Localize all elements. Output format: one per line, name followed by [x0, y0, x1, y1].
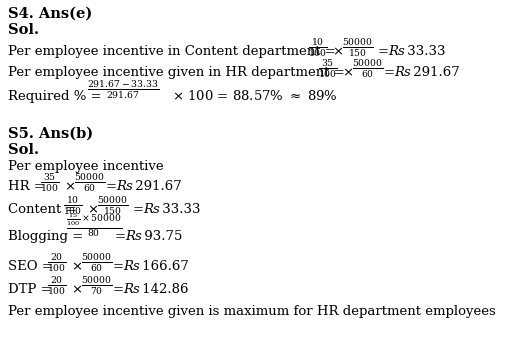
Text: $\mathregular{\frac{10}{100}}$: $\mathregular{\frac{10}{100}}$ [308, 37, 328, 60]
Text: $\times$: $\times$ [71, 283, 82, 296]
Text: 93.75: 93.75 [140, 230, 182, 243]
Text: 33.33: 33.33 [403, 45, 445, 58]
Text: Rs: Rs [143, 203, 160, 216]
Text: $\times$: $\times$ [64, 180, 75, 193]
Text: Per employee incentive given is maximum for HR department employees: Per employee incentive given is maximum … [8, 305, 496, 318]
Text: S4. Ans(e): S4. Ans(e) [8, 7, 92, 21]
Text: SEO =: SEO = [8, 260, 53, 273]
Text: Content =: Content = [8, 203, 76, 216]
Text: $\times$: $\times$ [342, 66, 353, 79]
Text: $\mathregular{\frac{50000}{150}}$: $\mathregular{\frac{50000}{150}}$ [342, 37, 374, 60]
Text: =: = [106, 180, 121, 193]
Text: =: = [115, 230, 130, 243]
Text: $\mathregular{\frac{50000}{150}}$: $\mathregular{\frac{50000}{150}}$ [97, 195, 128, 217]
Text: $\mathregular{\frac{\frac{15}{100}\times50000}{80}}$: $\mathregular{\frac{\frac{15}{100}\times… [66, 212, 123, 240]
Text: =: = [113, 283, 128, 296]
Text: 33.33: 33.33 [158, 203, 201, 216]
Text: $\mathregular{\frac{50000}{60}}$: $\mathregular{\frac{50000}{60}}$ [74, 172, 105, 195]
Text: 142.86: 142.86 [138, 283, 188, 296]
Text: $\mathregular{\frac{20}{100}}$: $\mathregular{\frac{20}{100}}$ [47, 276, 67, 297]
Text: Per employee incentive in Content department =: Per employee incentive in Content depart… [8, 45, 336, 58]
Text: =: = [113, 260, 128, 273]
Text: DTP =: DTP = [8, 283, 51, 296]
Text: $\mathregular{\frac{35}{100}}$: $\mathregular{\frac{35}{100}}$ [318, 58, 337, 81]
Text: Sol.: Sol. [8, 143, 39, 157]
Text: 166.67: 166.67 [138, 260, 189, 273]
Text: Rs: Rs [123, 283, 140, 296]
Text: =: = [378, 45, 393, 58]
Text: Blogging =: Blogging = [8, 230, 83, 243]
Text: $\mathregular{\frac{35}{100}}$: $\mathregular{\frac{35}{100}}$ [40, 172, 60, 195]
Text: $\mathregular{\frac{50000}{60}}$: $\mathregular{\frac{50000}{60}}$ [352, 58, 383, 81]
Text: Sol.: Sol. [8, 23, 39, 37]
Text: Rs: Rs [394, 66, 411, 79]
Text: $\mathregular{\frac{10}{100}}$: $\mathregular{\frac{10}{100}}$ [63, 195, 82, 217]
Text: $\mathregular{\frac{291.67-33.33}{291.67}}$: $\mathregular{\frac{291.67-33.33}{291.67… [87, 79, 159, 102]
Text: $\times$ 100 = 88.57% $\approx$ 89%: $\times$ 100 = 88.57% $\approx$ 89% [172, 89, 338, 103]
Text: Rs: Rs [388, 45, 405, 58]
Text: Rs: Rs [123, 260, 140, 273]
Text: HR =: HR = [8, 180, 45, 193]
Text: 291.67: 291.67 [131, 180, 182, 193]
Text: Per employee incentive: Per employee incentive [8, 160, 163, 173]
Text: =: = [384, 66, 399, 79]
Text: Rs: Rs [116, 180, 133, 193]
Text: 291.67: 291.67 [409, 66, 460, 79]
Text: $\times$: $\times$ [71, 260, 82, 273]
Text: $\times$: $\times$ [87, 203, 98, 216]
Text: Per employee incentive given in HR department =: Per employee incentive given in HR depar… [8, 66, 345, 79]
Text: S5. Ans(b): S5. Ans(b) [8, 127, 93, 141]
Text: $\mathregular{\frac{50000}{60}}$: $\mathregular{\frac{50000}{60}}$ [81, 252, 112, 274]
Text: $\times$: $\times$ [332, 45, 343, 58]
Text: Rs: Rs [125, 230, 142, 243]
Text: =: = [133, 203, 148, 216]
Text: $\mathregular{\frac{50000}{70}}$: $\mathregular{\frac{50000}{70}}$ [81, 276, 112, 297]
Text: Required % =: Required % = [8, 90, 102, 103]
Text: $\mathregular{\frac{20}{100}}$: $\mathregular{\frac{20}{100}}$ [47, 252, 67, 274]
